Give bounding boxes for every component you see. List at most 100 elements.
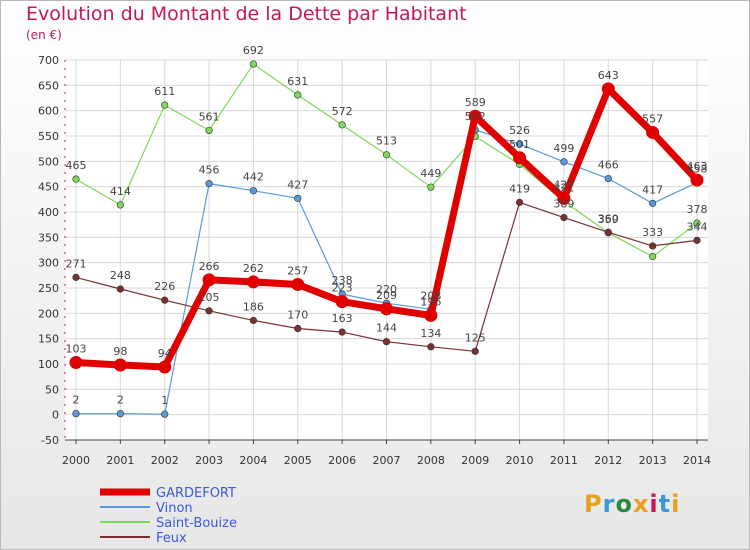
data-label: 692 <box>243 44 264 57</box>
logo-letter: i <box>671 490 681 518</box>
data-point <box>427 183 435 191</box>
data-point <box>249 60 258 68</box>
data-label: 2 <box>73 394 80 407</box>
data-point <box>158 360 172 374</box>
x-tick-label: 2010 <box>506 454 534 467</box>
y-tick-label: 700 <box>38 54 59 67</box>
x-tick-label: 2008 <box>417 454 445 467</box>
data-point <box>205 180 213 188</box>
data-point <box>646 125 660 139</box>
data-point <box>335 295 349 309</box>
data-point <box>601 82 615 96</box>
x-tick-label: 2011 <box>550 454 578 467</box>
x-tick-label: 2007 <box>373 454 401 467</box>
data-point <box>72 175 80 183</box>
data-point <box>161 296 169 304</box>
data-label: 333 <box>642 226 663 239</box>
y-tick-label: 400 <box>38 206 59 219</box>
data-label: 208 <box>420 289 441 302</box>
data-label: 2 <box>117 394 124 407</box>
data-point <box>649 252 657 261</box>
data-label: 238 <box>332 274 353 287</box>
data-label: 561 <box>199 110 220 123</box>
x-tick-label: 2001 <box>106 454 134 467</box>
logo-letter: x <box>632 490 650 518</box>
data-label: 226 <box>154 280 175 293</box>
logo-letter: t <box>658 490 672 518</box>
logo-letter: i <box>649 490 659 518</box>
data-point <box>113 358 127 372</box>
data-label: 266 <box>199 260 220 273</box>
data-point <box>294 194 302 202</box>
data-label: 257 <box>287 264 308 277</box>
chart-title: Evolution du Montant de la Dette par Hab… <box>26 3 467 25</box>
data-point <box>249 316 258 325</box>
data-label: 1 <box>161 394 168 407</box>
data-label: 344 <box>687 220 708 233</box>
legend-entry: Vinon <box>156 501 193 516</box>
data-point <box>380 302 393 316</box>
data-label: 572 <box>332 105 353 118</box>
data-point <box>604 174 612 183</box>
data-label: 163 <box>332 312 353 325</box>
data-point <box>693 219 701 227</box>
data-point <box>294 91 302 99</box>
data-point <box>249 187 258 195</box>
data-label: 499 <box>553 142 574 155</box>
data-label: 196 <box>420 295 441 308</box>
legend-entry: Saint-Bouize <box>156 516 237 531</box>
data-point <box>116 201 124 209</box>
data-label: 271 <box>66 257 87 270</box>
data-point <box>424 308 438 322</box>
data-label: 223 <box>332 282 353 295</box>
data-label: 144 <box>376 322 397 335</box>
data-label: 463 <box>687 160 708 173</box>
data-point <box>649 242 657 250</box>
data-label: 94 <box>158 347 172 360</box>
x-tick-label: 2002 <box>151 454 179 467</box>
data-label: 421 <box>553 181 574 194</box>
y-tick-label: 600 <box>38 105 59 118</box>
y-tick-label: 550 <box>38 130 59 143</box>
data-label: 631 <box>287 75 308 88</box>
data-label: 389 <box>553 198 574 211</box>
data-point <box>515 140 524 148</box>
data-label: 359 <box>598 213 619 226</box>
y-tick-label: 150 <box>38 333 59 346</box>
data-label: 557 <box>642 112 663 125</box>
x-tick-label: 2012 <box>594 454 622 467</box>
data-label: 378 <box>687 203 708 216</box>
data-point <box>116 410 124 418</box>
logo-letter: P <box>584 490 603 518</box>
data-label: 248 <box>110 269 131 282</box>
y-tick-label: 650 <box>38 79 59 92</box>
data-label: 466 <box>598 159 619 172</box>
data-point <box>72 273 80 281</box>
data-label: 419 <box>509 182 530 195</box>
data-label: 442 <box>243 171 264 184</box>
data-point <box>161 410 169 418</box>
data-point <box>202 273 216 287</box>
data-point <box>72 410 80 418</box>
y-tick-label: 500 <box>38 155 59 168</box>
data-label: 186 <box>243 300 264 313</box>
data-point <box>338 121 346 129</box>
data-label: 465 <box>66 159 87 172</box>
logo-letter: o <box>615 490 633 518</box>
data-label: 134 <box>420 327 441 340</box>
data-label: 427 <box>553 178 574 191</box>
y-tick-label: 0 <box>52 409 59 422</box>
legend-entry: GARDEFORT <box>156 486 236 501</box>
y-tick-label: 100 <box>38 358 59 371</box>
x-tick-label: 2013 <box>639 454 667 467</box>
y-tick-label: 250 <box>38 282 59 295</box>
logo-letter: r <box>602 490 616 518</box>
y-tick-label: 200 <box>38 307 59 320</box>
data-point <box>205 307 213 315</box>
data-point <box>560 213 568 222</box>
data-label: 414 <box>110 185 131 198</box>
data-label: 170 <box>287 309 308 322</box>
data-label: 449 <box>420 167 441 180</box>
data-point <box>557 191 571 205</box>
